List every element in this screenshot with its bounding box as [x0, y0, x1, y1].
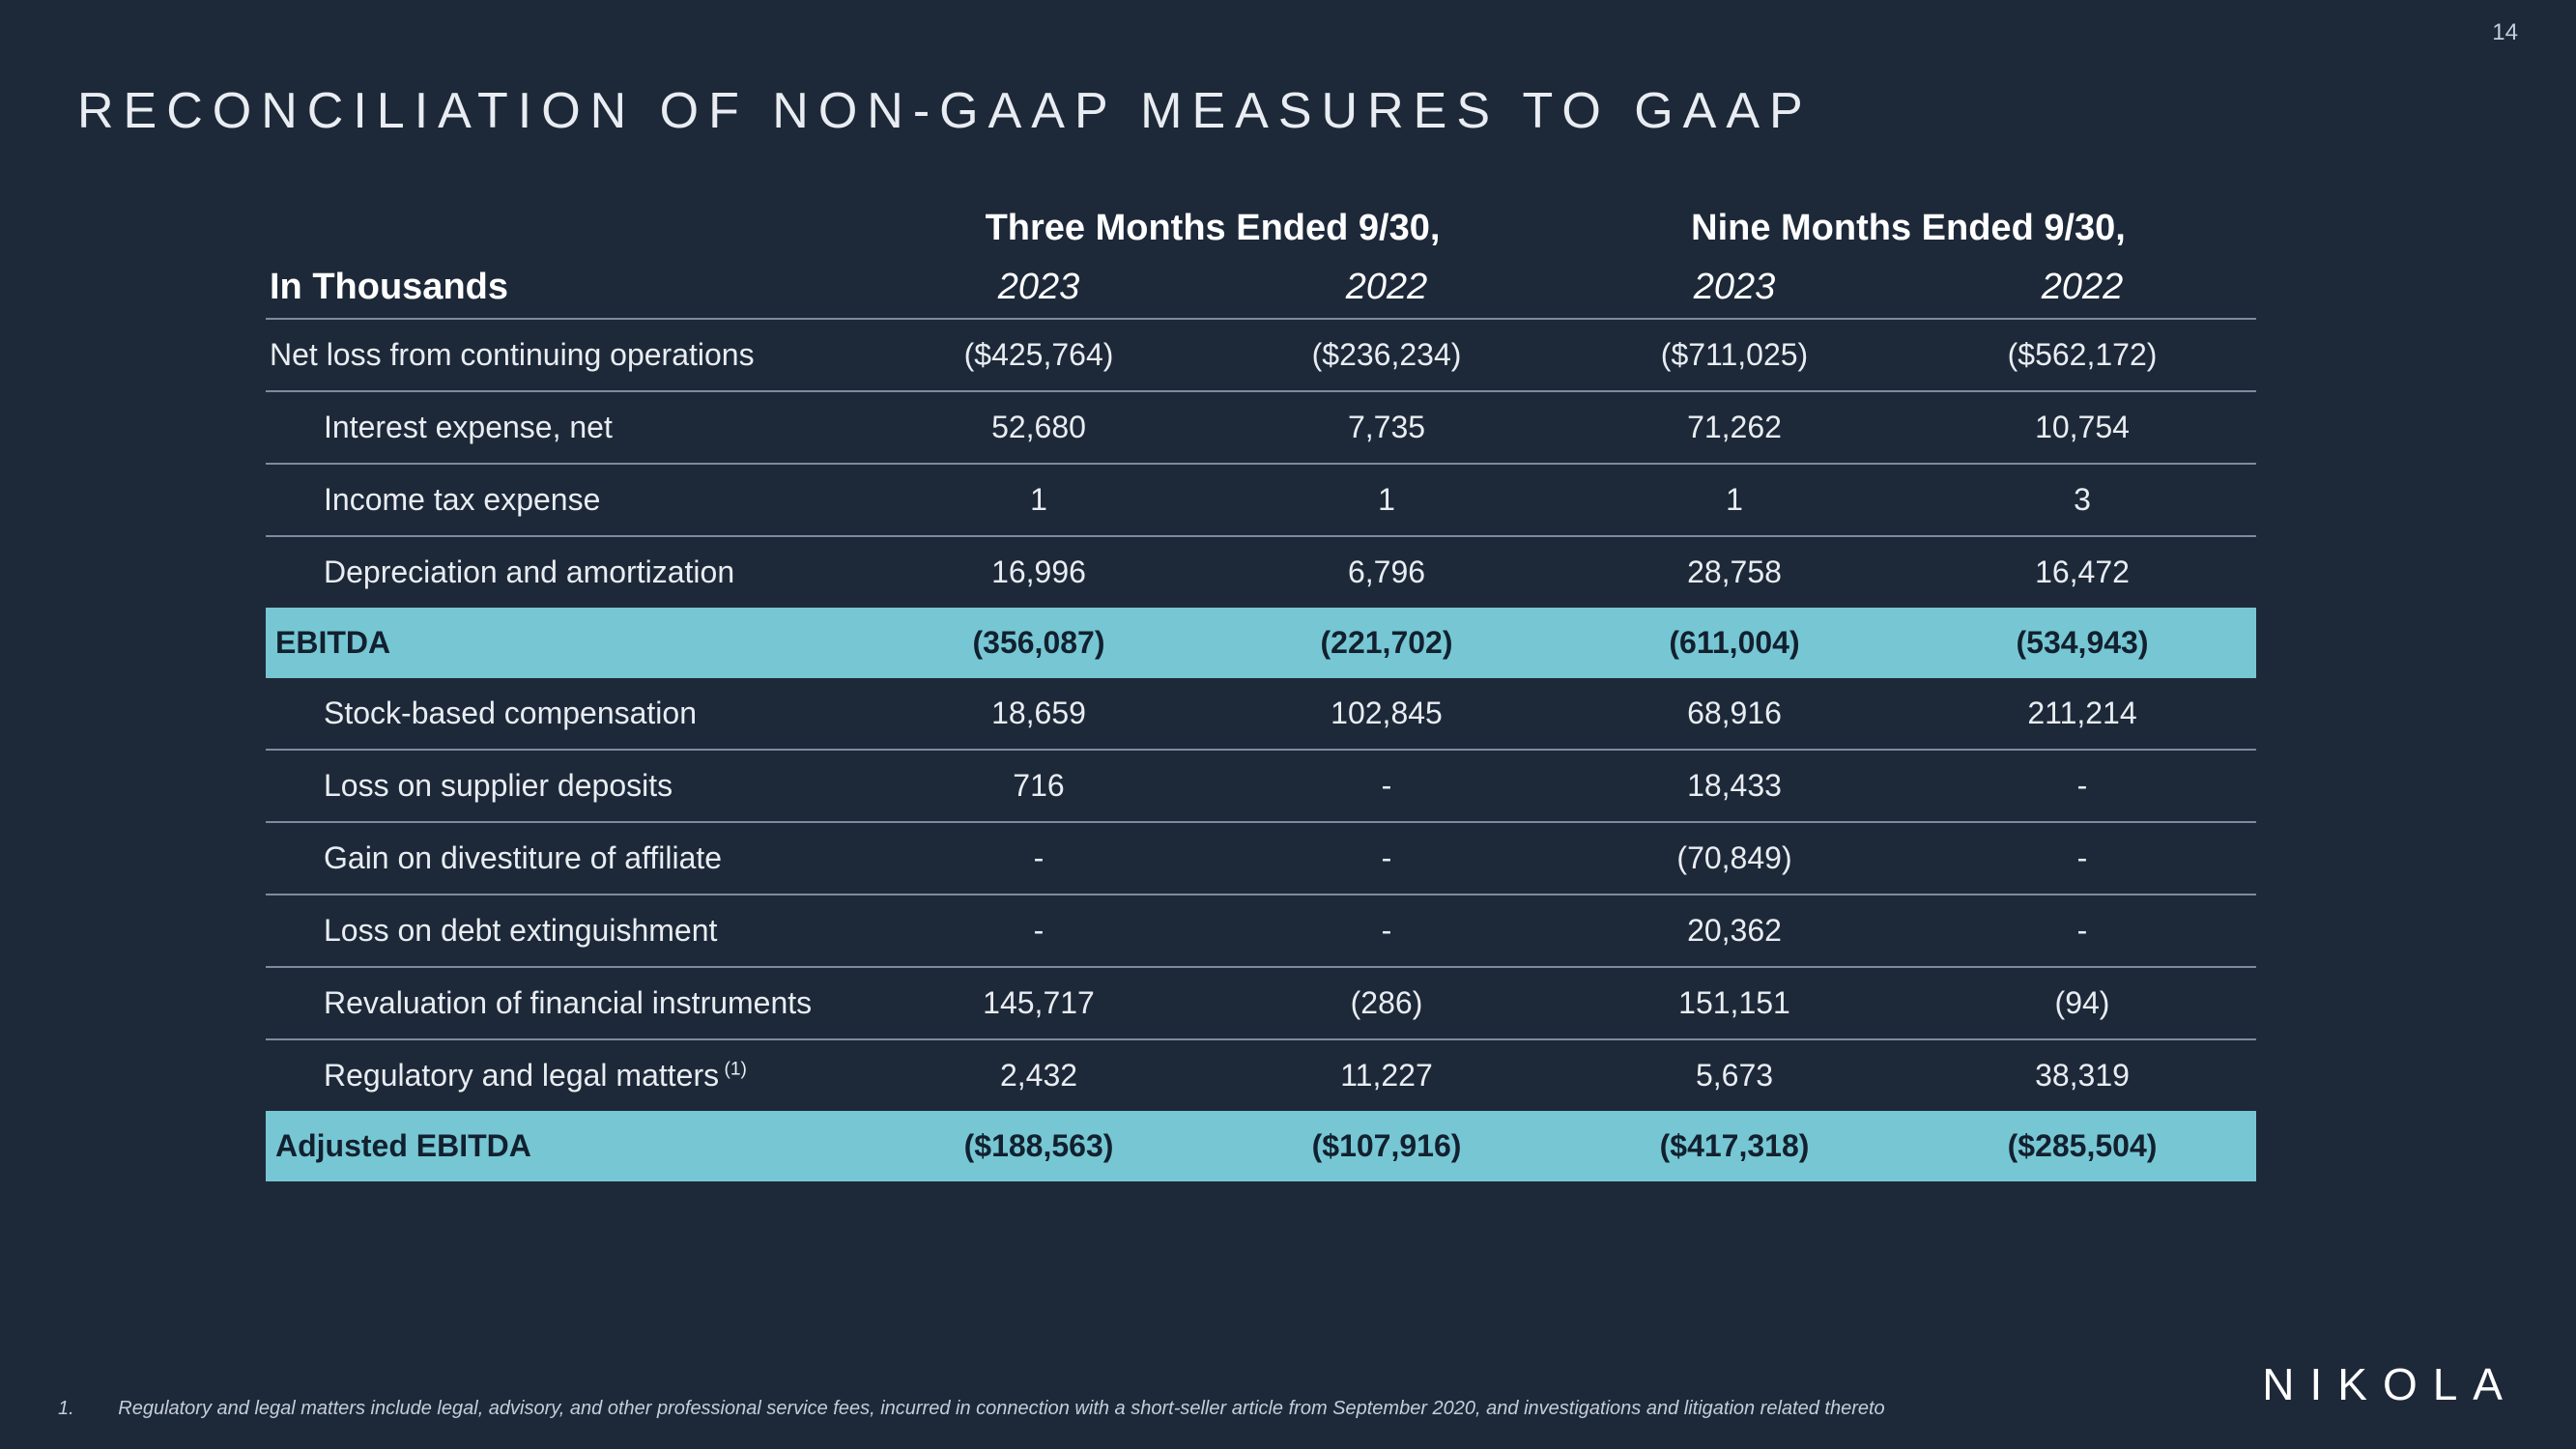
row-label: Adjusted EBITDA [266, 1111, 865, 1181]
cell-value: (356,087) [865, 608, 1213, 678]
table-row: Loss on supplier deposits716-18,433- [266, 750, 2256, 822]
table-row: Loss on debt extinguishment--20,362- [266, 895, 2256, 967]
footnote: 1. Regulatory and legal matters include … [58, 1398, 1885, 1420]
group-header-nine-months: Nine Months Ended 9/30, [1560, 208, 2256, 267]
cell-value: - [865, 822, 1213, 895]
cell-value: 211,214 [1908, 678, 2256, 750]
row-label: Interest expense, net [266, 391, 865, 464]
table-row: Net loss from continuing operations($425… [266, 319, 2256, 391]
footnote-number: 1. [58, 1398, 74, 1419]
year-header: 2022 [1908, 267, 2256, 319]
row-label: Gain on divestiture of affiliate [266, 822, 865, 895]
cell-value: 16,996 [865, 536, 1213, 608]
cell-value: (286) [1213, 967, 1560, 1039]
cell-value: - [1213, 822, 1560, 895]
cell-value: ($285,504) [1908, 1111, 2256, 1181]
year-header: 2023 [865, 267, 1213, 319]
page-title: RECONCILIATION OF NON-GAAP MEASURES TO G… [77, 82, 1813, 140]
group-header-three-months: Three Months Ended 9/30, [865, 208, 1560, 267]
cell-value: 1 [865, 464, 1213, 536]
cell-value: 1 [1213, 464, 1560, 536]
row-label: Loss on debt extinguishment [266, 895, 865, 967]
row-label: Loss on supplier deposits [266, 750, 865, 822]
reconciliation-table: Three Months Ended 9/30, Nine Months End… [266, 208, 2256, 1181]
cell-value: 52,680 [865, 391, 1213, 464]
cell-value: 7,735 [1213, 391, 1560, 464]
cell-value: 2,432 [865, 1039, 1213, 1111]
cell-value: 16,472 [1908, 536, 2256, 608]
row-label: Stock-based compensation [266, 678, 865, 750]
cell-value: 38,319 [1908, 1039, 2256, 1111]
cell-value: 10,754 [1908, 391, 2256, 464]
cell-value: 20,362 [1560, 895, 1908, 967]
row-label: Revaluation of financial instruments [266, 967, 865, 1039]
cell-value: 5,673 [1560, 1039, 1908, 1111]
cell-value: 28,758 [1560, 536, 1908, 608]
cell-value: 71,262 [1560, 391, 1908, 464]
table-row: Income tax expense1113 [266, 464, 2256, 536]
table-row: Regulatory and legal matters (1)2,43211,… [266, 1039, 2256, 1111]
cell-value: 11,227 [1213, 1039, 1560, 1111]
year-header-row: In Thousands 2023 2022 2023 2022 [266, 267, 2256, 319]
table-row: EBITDA(356,087)(221,702)(611,004)(534,94… [266, 608, 2256, 678]
cell-value: (70,849) [1560, 822, 1908, 895]
cell-value: ($188,563) [865, 1111, 1213, 1181]
cell-value: (611,004) [1560, 608, 1908, 678]
cell-value: (94) [1908, 967, 2256, 1039]
cell-value: ($236,234) [1213, 319, 1560, 391]
table-row: Revaluation of financial instruments145,… [266, 967, 2256, 1039]
footnote-text: Regulatory and legal matters include leg… [118, 1398, 1884, 1419]
cell-value: (221,702) [1213, 608, 1560, 678]
row-label: Regulatory and legal matters (1) [266, 1039, 865, 1111]
table-row: Depreciation and amortization16,9966,796… [266, 536, 2256, 608]
cell-value: - [865, 895, 1213, 967]
table-row: Stock-based compensation18,659102,84568,… [266, 678, 2256, 750]
row-label: Income tax expense [266, 464, 865, 536]
cell-value: ($562,172) [1908, 319, 2256, 391]
cell-value: 6,796 [1213, 536, 1560, 608]
cell-value: 151,151 [1560, 967, 1908, 1039]
page-number: 14 [2492, 19, 2518, 46]
row-label: Depreciation and amortization [266, 536, 865, 608]
cell-value: 68,916 [1560, 678, 1908, 750]
year-header: 2022 [1213, 267, 1560, 319]
cell-value: 145,717 [865, 967, 1213, 1039]
table-row: Gain on divestiture of affiliate--(70,84… [266, 822, 2256, 895]
row-label-header: In Thousands [266, 267, 865, 319]
table-row: Adjusted EBITDA($188,563)($107,916)($417… [266, 1111, 2256, 1181]
cell-value: (534,943) [1908, 608, 2256, 678]
cell-value: - [1213, 895, 1560, 967]
cell-value: - [1908, 750, 2256, 822]
cell-value: 716 [865, 750, 1213, 822]
year-header: 2023 [1560, 267, 1908, 319]
cell-value: ($417,318) [1560, 1111, 1908, 1181]
cell-value: ($425,764) [865, 319, 1213, 391]
cell-value: 3 [1908, 464, 2256, 536]
cell-value: 18,433 [1560, 750, 1908, 822]
cell-value: - [1908, 822, 2256, 895]
row-label: Net loss from continuing operations [266, 319, 865, 391]
row-label: EBITDA [266, 608, 865, 678]
cell-value: 102,845 [1213, 678, 1560, 750]
brand-logo: NIKOLA [2262, 1358, 2518, 1410]
cell-value: - [1213, 750, 1560, 822]
period-group-header: Three Months Ended 9/30, Nine Months End… [266, 208, 2256, 267]
cell-value: ($107,916) [1213, 1111, 1560, 1181]
cell-value: 18,659 [865, 678, 1213, 750]
cell-value: - [1908, 895, 2256, 967]
cell-value: ($711,025) [1560, 319, 1908, 391]
cell-value: 1 [1560, 464, 1908, 536]
table-row: Interest expense, net52,6807,73571,26210… [266, 391, 2256, 464]
